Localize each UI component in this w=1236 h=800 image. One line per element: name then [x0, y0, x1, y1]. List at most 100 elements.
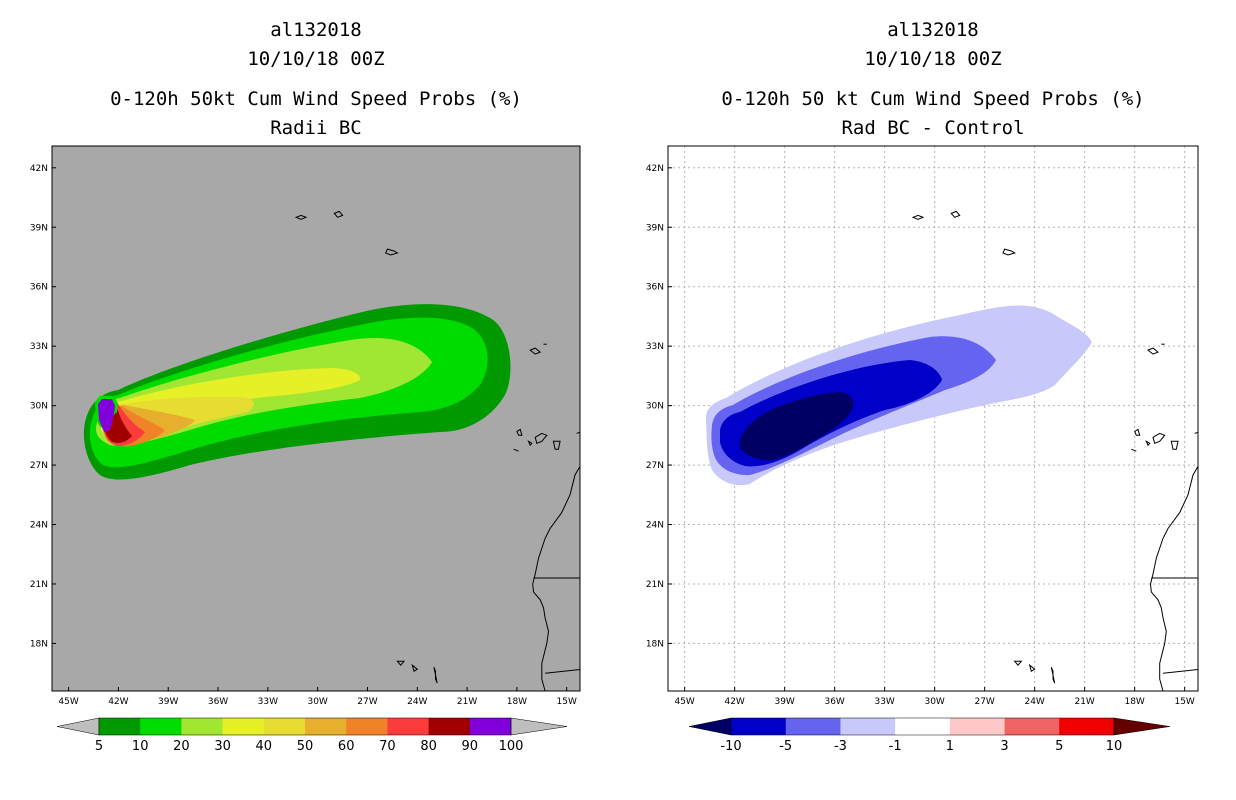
right-difference-field — [705, 305, 1092, 486]
right-island-outline-5 — [1134, 428, 1141, 436]
right-colorbar-swatch-6 — [1059, 718, 1115, 735]
left-subtitle: Radii BC — [270, 117, 362, 139]
left-island-outline-0 — [294, 214, 308, 220]
left-island-outline-9 — [576, 431, 580, 434]
right-xtick-label-8: 21W — [1074, 697, 1094, 707]
left-colorbar-label-5: 50 — [297, 739, 314, 754]
left-island-outline-11 — [396, 660, 406, 666]
left-storm-id: al132018 — [270, 19, 362, 41]
right-island-outline-9 — [1194, 431, 1198, 434]
left-xtick-label-0: 45W — [58, 697, 78, 707]
left-border-line-south — [545, 669, 580, 674]
left-contour-100 — [98, 399, 115, 432]
right-contour-minus-10 — [740, 392, 854, 461]
right-colorbar-under-arrow — [688, 717, 732, 736]
left-colorbar-label-7: 70 — [379, 739, 396, 754]
right-storm-id: al132018 — [887, 19, 979, 41]
right-xtick-label-10: 15W — [1174, 697, 1194, 707]
right-colorbar-swatch-1 — [785, 718, 841, 735]
right-ytick-label-5: 27N — [646, 461, 664, 471]
right-island-outline-2 — [1002, 248, 1016, 256]
right-colorbar-frame — [730, 717, 1115, 736]
right-ytick-label-6: 24N — [646, 521, 664, 531]
right-ytick-label-0: 42N — [646, 164, 664, 174]
left-xtick-label-2: 39W — [158, 697, 178, 707]
right-map-frame — [667, 145, 1199, 692]
left-island-outline-7 — [534, 432, 548, 444]
right-xtick-label-3: 36W — [824, 697, 844, 707]
left-ytick-label-5: 27N — [30, 461, 48, 471]
left-island-outline-1 — [333, 210, 344, 218]
left-probability-field — [83, 304, 511, 480]
right-island-outline-13 — [1050, 667, 1056, 684]
right-island-outline-1 — [950, 210, 961, 218]
left-colorbar-swatch-3 — [222, 718, 265, 735]
right-colorbar-label-3: -1 — [889, 739, 902, 754]
right-island-outline-11 — [1013, 660, 1023, 666]
right-colorbar-label-0: -10 — [720, 739, 741, 754]
right-title: 0-120h 50 kt Cum Wind Speed Probs (%) — [721, 88, 1145, 110]
left-axis-ticks: 45W 42W 39W 36W 33W 30W 27W 24W 21W 18W 15W 42N 39N 3… — [30, 164, 577, 707]
left-ytick-label-7: 21N — [30, 580, 48, 590]
right-xtick-label-1: 42W — [724, 697, 744, 707]
left-xtick-label-8: 21W — [457, 697, 477, 707]
left-colorbar-label-6: 60 — [338, 739, 355, 754]
right-xtick-label-5: 30W — [924, 697, 944, 707]
left-colorbar-label-9: 90 — [462, 739, 479, 754]
left-colorbar-label-10: 100 — [499, 739, 524, 754]
left-colorbar-over-arrow — [510, 717, 568, 736]
right-island-outline-0 — [911, 214, 925, 220]
right-subtitle: Rad BC - Control — [841, 117, 1025, 139]
left-xtick-label-5: 30W — [307, 697, 327, 707]
right-xtick-label-4: 33W — [874, 697, 894, 707]
left-colorbar-label-8: 80 — [420, 739, 437, 754]
right-colorbar-swatch-4 — [949, 718, 1006, 735]
right-island-outline-10 — [1131, 448, 1137, 452]
right-island-outline-12 — [1028, 663, 1036, 672]
left-colorbar-under-arrow — [56, 717, 100, 736]
left-coastline — [294, 210, 580, 691]
left-colorbar-swatch-9 — [469, 718, 512, 735]
left-map-frame — [51, 145, 581, 692]
left-xtick-label-1: 42W — [108, 697, 128, 707]
left-ytick-label-6: 24N — [30, 521, 48, 531]
right-axis-ticks: 45W 42W 39W 36W 33W 30W 27W 24W 21W 18W 15W 42N 39N 3… — [646, 164, 1195, 707]
left-xtick-label-10: 15W — [557, 697, 577, 707]
left-island-outline-12 — [411, 663, 419, 672]
left-island-outline-6 — [527, 440, 533, 447]
right-colorbar-swatch-3 — [895, 718, 951, 735]
right-colorbar-over-arrow — [1113, 717, 1171, 736]
left-colorbar-frame — [98, 717, 512, 736]
right-xtick-label-9: 18W — [1124, 697, 1144, 707]
right-ytick-label-4: 30N — [646, 402, 664, 412]
right-island-outline-8 — [1170, 440, 1179, 450]
right-colorbar: -10 -5 -3 -1 1 3 5 10 — [688, 717, 1171, 754]
right-colorbar-swatch-0 — [731, 718, 787, 735]
right-colorbar-label-6: 5 — [1055, 739, 1063, 754]
left-island-outline-13 — [433, 667, 438, 684]
left-panel-title: al132018 10/10/18 00Z 0-120h 50kt Cum Wi… — [52, 16, 580, 143]
left-colorbar-label-2: 20 — [173, 739, 190, 754]
left-colorbar: 5 10 20 30 40 50 60 70 80 90 100 — [56, 717, 568, 754]
left-island-outline-3 — [529, 347, 542, 355]
right-colorbar-label-7: 10 — [1106, 739, 1123, 754]
right-xtick-label-6: 27W — [974, 697, 994, 707]
left-date: 10/10/18 00Z — [247, 48, 385, 70]
left-colorbar-swatch-8 — [428, 718, 471, 735]
left-colorbar-swatch-6 — [346, 718, 388, 735]
left-colorbar-swatch-1 — [140, 718, 182, 735]
left-colorbar-swatch-2 — [181, 718, 224, 735]
left-colorbar-swatch-5 — [305, 718, 347, 735]
left-title: 0-120h 50kt Cum Wind Speed Probs (%) — [110, 88, 522, 110]
left-colorbar-label-4: 40 — [256, 739, 273, 754]
left-ytick-label-0: 42N — [30, 164, 48, 174]
right-africa-coastline — [1149, 465, 1198, 691]
left-colorbar-label-0: 5 — [95, 739, 103, 754]
right-border-line-south — [1162, 669, 1198, 674]
left-island-outline-2 — [385, 248, 399, 256]
left-xtick-label-3: 36W — [208, 697, 228, 707]
left-colorbar-label-3: 30 — [214, 739, 231, 754]
left-africa-coastline — [532, 465, 580, 691]
right-colorbar-label-4: 1 — [946, 739, 954, 754]
right-ytick-label-3: 33N — [646, 342, 664, 352]
